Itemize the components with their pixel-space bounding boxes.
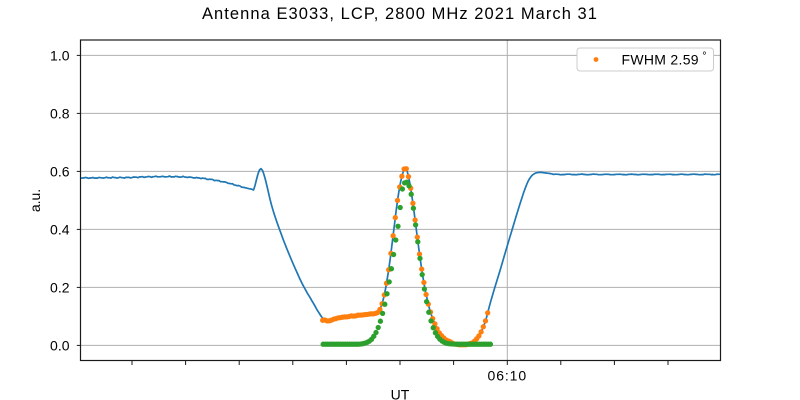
svg-text:1.0: 1.0: [50, 47, 70, 63]
svg-text:0.4: 0.4: [50, 221, 70, 237]
svg-text:FWHM 2.59 °: FWHM 2.59 °: [622, 50, 707, 67]
svg-text:0.8: 0.8: [50, 105, 70, 121]
svg-text:Antenna E3033, LCP, 2800 MHz 2: Antenna E3033, LCP, 2800 MHz 2021 March …: [202, 5, 598, 23]
svg-text:0.0: 0.0: [50, 337, 70, 353]
svg-text:a.u.: a.u.: [27, 189, 43, 212]
svg-text:0.6: 0.6: [50, 163, 70, 179]
svg-text:06:10: 06:10: [488, 368, 528, 384]
svg-text:0.2: 0.2: [50, 279, 70, 295]
svg-text:UT: UT: [391, 386, 410, 400]
